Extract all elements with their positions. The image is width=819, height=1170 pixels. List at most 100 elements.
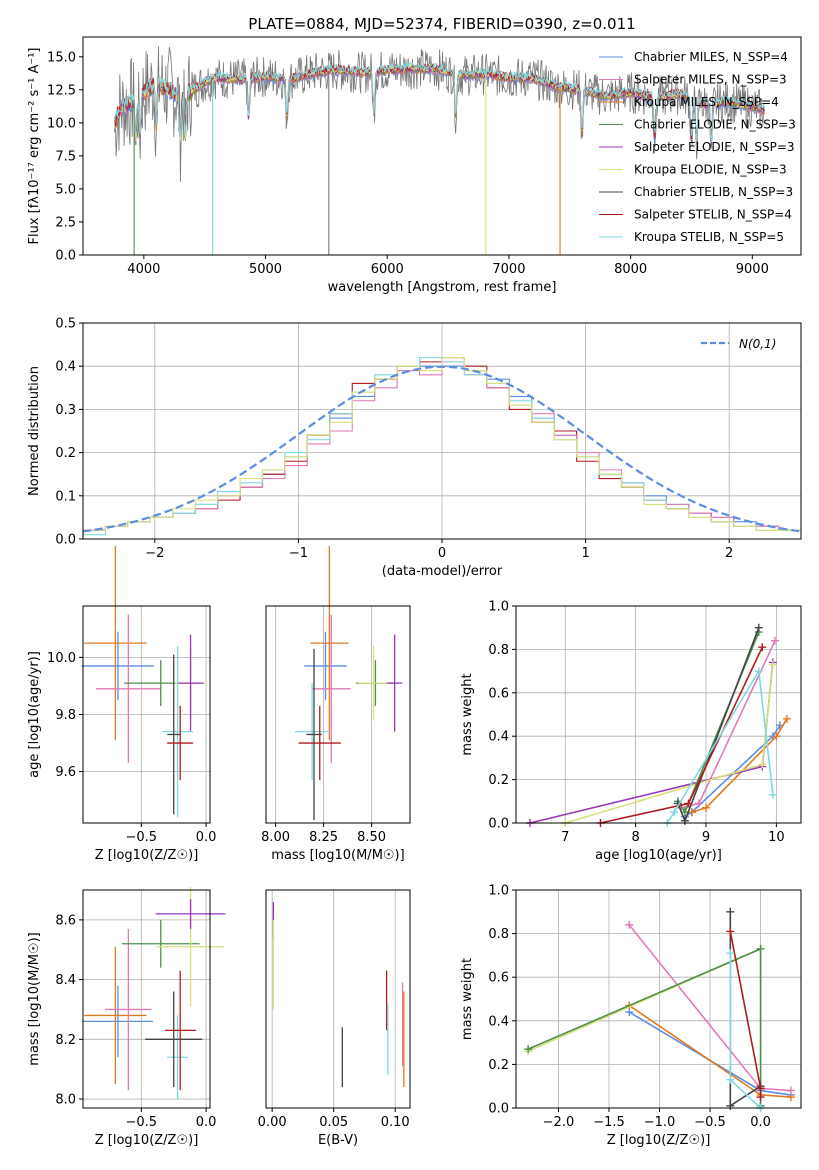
x-axis-label: wavelength [Angstrom, rest frame] xyxy=(328,280,557,295)
x-tick-label: −0.5 xyxy=(126,1115,158,1130)
x-axis-label: (data-model)/error xyxy=(382,564,503,579)
x-tick-label: 1 xyxy=(581,546,589,561)
weight-marker xyxy=(726,907,735,916)
x-axis-label: Z [log10(Z/Z☉)] xyxy=(607,1133,711,1148)
errorbar-panel-2: −0.5 0.0 9.6 9.8 10.0 Z [log10(Z/Z☉)] age [log… xyxy=(27,546,216,863)
axes-frame xyxy=(82,36,802,256)
weight-marker xyxy=(524,1045,533,1054)
x-tick-label: 0.0 xyxy=(196,1115,217,1130)
x-tick-label: 5000 xyxy=(249,262,282,277)
weight-marker xyxy=(786,1086,795,1095)
weight-line xyxy=(565,664,774,824)
x-tick-label: −0.5 xyxy=(694,1115,726,1130)
y-tick-label: 0.2 xyxy=(55,446,76,461)
axes-frame xyxy=(515,889,802,1109)
weight-marker xyxy=(756,1084,765,1093)
y-axis-label: Flux [fλ10⁻¹⁷ erg cm⁻² s⁻¹ A⁻¹] xyxy=(27,48,42,245)
weight-line xyxy=(677,627,760,823)
y-tick-label: 0.4 xyxy=(488,730,509,745)
y-tick-label: 1.0 xyxy=(488,884,509,899)
legend-label: Kroupa STELIB, N_SSP=5 xyxy=(634,230,784,244)
x-tick-label: 2 xyxy=(725,546,733,561)
y-tick-label: 9.6 xyxy=(55,765,76,780)
residual-panel: −2 −1 0 1 2 0.0 0.1 0.2 0.3 0.4 0.5 (data-model)/er… xyxy=(27,317,802,579)
weight-marker xyxy=(726,949,735,958)
y-tick-label: 8.2 xyxy=(55,1033,76,1048)
x-axis-label: E(B-V) xyxy=(318,1133,358,1148)
y-tick-label: 0.2 xyxy=(488,1058,509,1073)
y-tick-label: 0.6 xyxy=(488,686,509,701)
y-tick-label: 0.0 xyxy=(55,533,76,548)
weight-marker xyxy=(754,667,763,676)
x-tick-label: 6000 xyxy=(371,262,404,277)
spectrum-model-line xyxy=(114,61,765,143)
y-tick-label: 0.5 xyxy=(55,317,76,332)
weight-marker xyxy=(694,799,703,808)
axes-frame xyxy=(265,605,411,824)
weight-marker xyxy=(758,760,767,769)
x-axis-label: Z [log10(Z/Z☉)] xyxy=(95,848,199,863)
weight-marker xyxy=(770,636,779,645)
y-tick-label: 0.8 xyxy=(488,927,509,942)
weight-marker xyxy=(756,1093,765,1102)
axes-frame xyxy=(515,605,802,824)
y-tick-label: 0.0 xyxy=(488,817,509,832)
x-tick-label: 0.00 xyxy=(258,1115,287,1130)
y-tick-label: 0.4 xyxy=(488,1014,509,1029)
axes-frame xyxy=(82,889,211,1109)
weight-marker xyxy=(768,660,777,669)
x-tick-label: −1.5 xyxy=(593,1115,625,1130)
weight-line xyxy=(527,947,762,1106)
x-tick-label: 7 xyxy=(561,830,569,845)
x-tick-label: −2 xyxy=(145,546,164,561)
weight-marker xyxy=(756,944,765,953)
y-axis-label: Normed distribution xyxy=(27,366,42,496)
legend-label: Salpeter STELIB, N_SSP=4 xyxy=(634,208,792,222)
axes-frame xyxy=(265,889,411,1109)
legend-label: Salpeter MILES, N_SSP=3 xyxy=(634,73,787,87)
legend-label: Kroupa ELODIE, N_SSP=3 xyxy=(634,163,787,177)
y-tick-label: 5.0 xyxy=(55,182,76,197)
errorbar-panel-5: −0.5 0.0 8.0 8.2 8.4 8.6 Z [log10(Z/Z☉)] mass [… xyxy=(27,887,226,1148)
weight-marker xyxy=(726,1101,735,1110)
weight-marker xyxy=(687,808,696,817)
y-tick-label: 1.0 xyxy=(488,600,509,615)
weight-panel-4: 7 8 9 10 0.0 0.2 0.4 0.6 0.8 1.0 age [log10(age/yr… xyxy=(460,600,802,863)
x-tick-label: 8 xyxy=(631,830,639,845)
x-tick-label: 8.00 xyxy=(261,830,290,845)
axes-frame xyxy=(82,322,802,540)
y-tick-label: 0.2 xyxy=(488,773,509,788)
y-tick-label: 12.5 xyxy=(47,83,76,98)
x-axis-label: mass [log10(M/M☉)] xyxy=(271,848,404,863)
histogram-series xyxy=(83,357,801,539)
y-tick-label: 8.4 xyxy=(55,973,76,988)
x-tick-label: 0.05 xyxy=(319,1115,348,1130)
x-tick-label: −1 xyxy=(289,546,308,561)
x-tick-label: 0 xyxy=(438,546,446,561)
legend-label: N(0,1) xyxy=(739,337,776,351)
weight-marker xyxy=(772,732,781,741)
x-tick-label: 9000 xyxy=(736,262,769,277)
weight-marker xyxy=(726,927,735,936)
y-tick-label: 0.4 xyxy=(55,360,76,375)
errorbar-panel-3: 8.00 8.25 8.50 mass [log10(M/M☉)] xyxy=(261,546,411,863)
x-tick-label: 8.25 xyxy=(309,830,338,845)
weight-marker xyxy=(680,816,689,825)
y-tick-label: 8.6 xyxy=(55,913,76,928)
y-tick-label: 0.0 xyxy=(55,249,76,264)
y-tick-label: 0.0 xyxy=(488,1102,509,1117)
weight-line xyxy=(527,947,762,1106)
legend-label: Kroupa MILES, N_SSP=4 xyxy=(634,95,779,109)
legend-label: Chabrier STELIB, N_SSP=3 xyxy=(634,185,793,199)
legend-label: Chabrier MILES, N_SSP=4 xyxy=(634,50,788,64)
chart-title: PLATE=0884, MJD=52374, FIBERID=0390, z=0… xyxy=(248,15,635,33)
y-tick-label: 10.0 xyxy=(47,116,76,131)
y-tick-label: 10.0 xyxy=(47,651,76,666)
weight-marker xyxy=(758,643,767,652)
x-tick-label: 0.10 xyxy=(381,1115,410,1130)
x-tick-label: 8.50 xyxy=(357,830,386,845)
weight-marker xyxy=(684,799,693,808)
y-tick-label: 9.8 xyxy=(55,708,76,723)
y-tick-label: 0.3 xyxy=(55,403,76,418)
